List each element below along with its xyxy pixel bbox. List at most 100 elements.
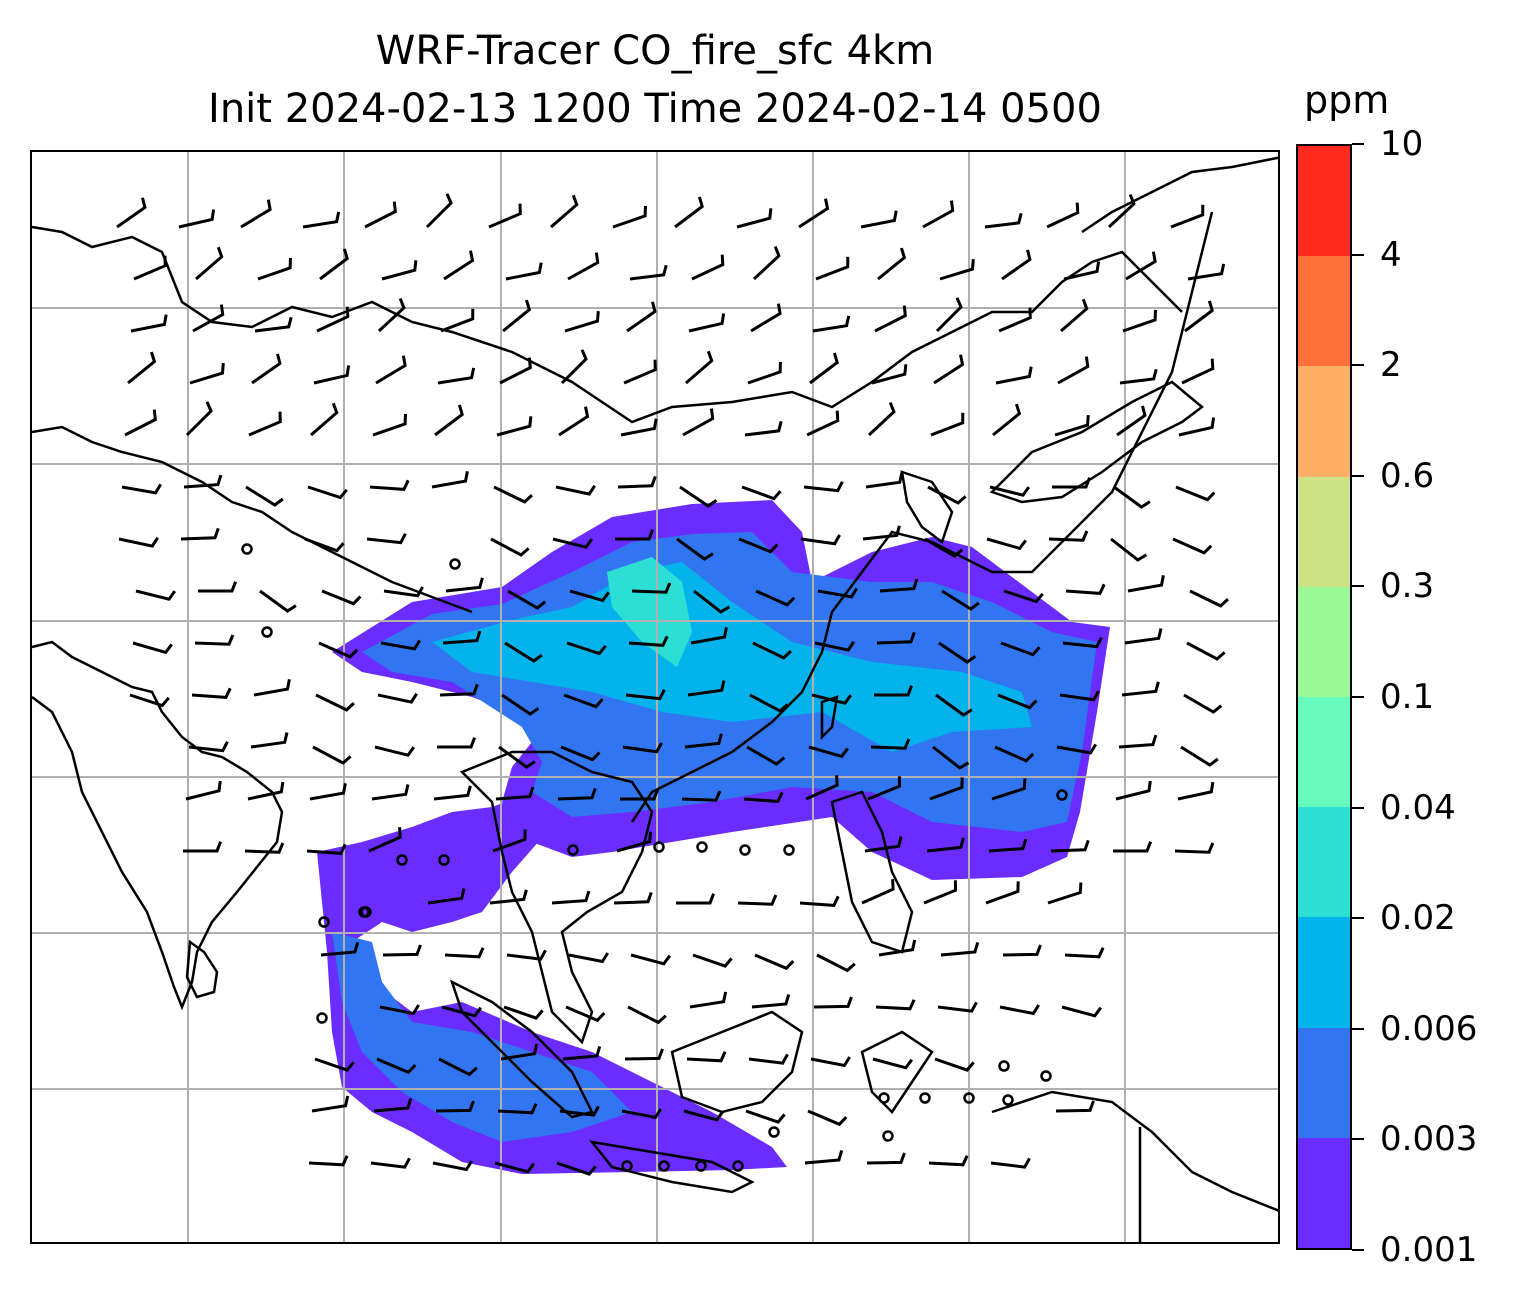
wind-barb <box>490 537 530 557</box>
wind-barb <box>629 264 668 281</box>
wind-barb <box>808 745 849 759</box>
wind-barb <box>933 354 965 385</box>
wind-barb <box>803 481 844 493</box>
colorbar-tick <box>1352 1027 1364 1030</box>
coastline-new-guinea <box>991 1090 1278 1242</box>
wind-barb <box>498 745 536 769</box>
wind-barb <box>380 639 421 651</box>
calm-wind-marker <box>1056 789 1068 801</box>
wind-barb <box>997 693 1038 710</box>
wind-barb <box>737 894 778 906</box>
wind-barb <box>560 745 601 762</box>
wind-barb <box>935 693 973 717</box>
wind-barb <box>1180 745 1219 767</box>
wind-barb <box>1178 417 1216 437</box>
wind-barb <box>376 1057 417 1075</box>
wind-barb <box>425 193 453 229</box>
wind-barb <box>555 484 596 496</box>
wind-barb <box>311 1095 350 1113</box>
wind-barb <box>989 485 1031 497</box>
wind-barb <box>1181 358 1215 385</box>
wind-barb <box>924 537 964 558</box>
colorbar-tick-label: 0.02 <box>1380 898 1456 939</box>
wind-barb <box>613 891 653 905</box>
wind-barb <box>1187 263 1226 281</box>
map-title-line2: Init 2024-02-13 1200 Time 2024-02-14 050… <box>208 86 1102 132</box>
wind-barb <box>1002 944 1042 957</box>
wind-barb <box>1063 261 1101 281</box>
wind-barb <box>369 479 410 491</box>
wind-barb <box>244 842 285 854</box>
wind-barb <box>690 627 728 645</box>
wind-barb <box>807 1109 848 1127</box>
wind-barb <box>991 778 1027 801</box>
calm-wind-marker <box>732 1160 744 1172</box>
wind-barb <box>615 529 654 541</box>
wind-barb <box>502 299 532 333</box>
wind-barb <box>628 635 669 647</box>
wind-barb <box>938 641 977 664</box>
wind-barb <box>816 953 856 973</box>
wind-barb <box>442 630 482 645</box>
wind-barb <box>922 200 955 229</box>
wind-barb <box>432 1160 473 1172</box>
wind-barb <box>984 212 1023 229</box>
wind-barb <box>617 475 657 489</box>
wind-barb <box>623 359 657 385</box>
wind-barb <box>684 733 723 749</box>
colorbar-tick-label: 0.006 <box>1380 1008 1478 1049</box>
wind-barb <box>506 949 547 961</box>
calm-markers <box>241 543 1068 1172</box>
wind-barb <box>864 836 903 853</box>
wind-barb <box>185 780 222 801</box>
colorbar-unit: ppm <box>1304 78 1390 122</box>
graticule <box>32 152 1278 1242</box>
wind-barb <box>620 789 659 801</box>
wind-barb <box>1110 537 1148 562</box>
wind-barb <box>445 577 484 593</box>
calm-wind-marker <box>695 1160 707 1172</box>
wind-barb <box>492 829 527 853</box>
wind-barb <box>624 1048 664 1061</box>
coastlines <box>32 156 1278 1242</box>
wind-barb <box>319 248 349 281</box>
wind-barb <box>129 693 170 708</box>
wind-barb <box>569 589 610 603</box>
wind-barb <box>1062 637 1103 649</box>
wind-barb <box>313 365 351 385</box>
wind-barb <box>878 939 917 957</box>
wind-barb <box>559 1105 600 1117</box>
colorbar-tick <box>1352 806 1364 809</box>
wind-barb <box>377 692 418 704</box>
coastline-borneo <box>670 1010 804 1114</box>
wind-barb <box>866 1152 906 1165</box>
wind-barb <box>307 485 348 500</box>
wind-barb <box>192 304 225 333</box>
colorbar-tick <box>1352 917 1364 920</box>
wind-barb <box>364 201 397 229</box>
wind-barb <box>879 578 919 593</box>
coastline-india <box>32 640 284 1011</box>
colorbar-segment <box>1298 256 1350 367</box>
colorbar-segment <box>1298 1027 1350 1138</box>
wind-barb <box>495 786 535 801</box>
wind-barb <box>195 246 224 281</box>
wind-barb <box>374 745 416 757</box>
colorbar-segment <box>1298 696 1350 808</box>
wind-barb <box>366 533 407 545</box>
wind-barb <box>504 641 543 663</box>
colorbar <box>1296 144 1352 1250</box>
colorbar-tick <box>1352 474 1364 477</box>
wind-barb <box>689 991 728 1009</box>
wind-barb <box>191 687 232 699</box>
wind-barb <box>1127 575 1165 593</box>
calm-wind-marker <box>696 841 708 853</box>
wind-barb <box>626 301 657 333</box>
wind-barb <box>1189 589 1229 608</box>
colorbar-tick-label: 0.6 <box>1380 455 1435 496</box>
wind-barb <box>437 737 476 749</box>
wind-barb <box>870 738 911 750</box>
wind-barb <box>985 881 1020 905</box>
wind-barb <box>939 258 975 281</box>
wind-barb <box>1054 414 1090 437</box>
